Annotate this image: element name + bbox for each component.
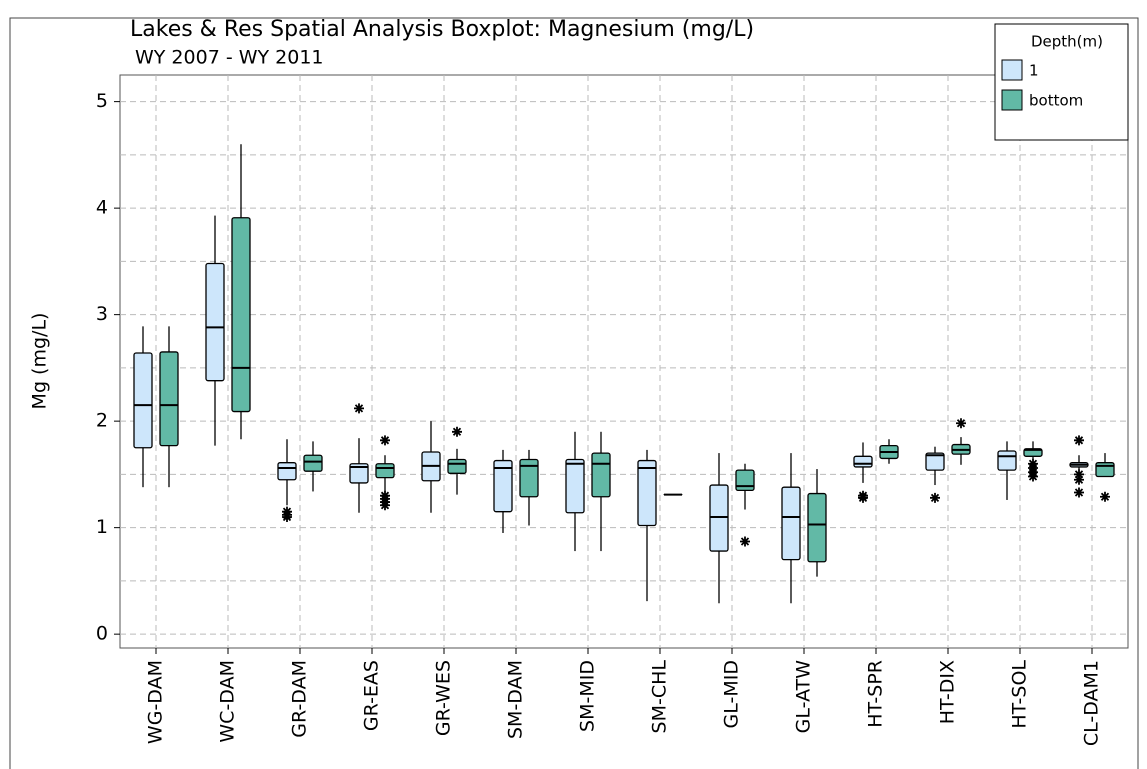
box [781, 486, 801, 561]
box [591, 452, 611, 498]
x-tick-label: GL-ATW [793, 660, 815, 734]
y-tick-label: 1 [96, 516, 108, 538]
box [375, 463, 395, 479]
outlier [740, 536, 750, 547]
legend-label: 1 [1029, 62, 1039, 80]
outlier [1074, 474, 1084, 485]
box [925, 452, 945, 471]
outlier [452, 426, 462, 437]
outlier [354, 403, 364, 414]
legend-title: Depth(m) [1031, 33, 1103, 51]
box [349, 463, 369, 484]
legend-label: bottom [1029, 92, 1083, 110]
y-axis-label: Mg (mg/L) [29, 313, 51, 410]
x-tick-label: GR-EAS [361, 660, 383, 731]
x-tick-label: GL-MID [721, 660, 743, 728]
box [637, 459, 657, 527]
outlier [858, 492, 868, 503]
x-tick-label: HT-SOL [1009, 660, 1031, 729]
box [133, 352, 153, 449]
chart-subtitle: WY 2007 - WY 2011 [135, 47, 324, 69]
box [1095, 462, 1115, 478]
x-tick-label: HT-DIX [937, 660, 959, 724]
outlier [930, 492, 940, 503]
outlier [1074, 487, 1084, 498]
box [205, 262, 225, 382]
legend-box [994, 23, 1129, 141]
outlier [956, 418, 966, 429]
box [853, 455, 873, 468]
x-tick-label: WC-DAM [217, 660, 239, 743]
box [997, 450, 1017, 471]
y-tick-label: 2 [96, 410, 108, 432]
chart-title: Lakes & Res Spatial Analysis Boxplot: Ma… [130, 17, 754, 42]
box [735, 469, 755, 492]
box [565, 458, 585, 514]
box [303, 454, 323, 472]
legend-swatch [1001, 59, 1023, 81]
outlier [1074, 435, 1084, 446]
y-tick-label: 0 [96, 623, 108, 645]
x-tick-label: GR-WES [433, 660, 455, 736]
box [277, 462, 297, 481]
outlier [380, 500, 390, 511]
outlier [380, 435, 390, 446]
outlier [282, 511, 292, 522]
box [807, 492, 827, 563]
x-tick-label: HT-SPR [865, 660, 887, 728]
outlier [1074, 469, 1084, 480]
x-tick-label: CL-DAM1 [1081, 660, 1103, 746]
box [447, 458, 467, 474]
x-tick-label: GR-DAM [289, 660, 311, 738]
y-tick-label: 3 [96, 303, 108, 325]
outlier [1100, 491, 1110, 502]
box [159, 351, 179, 447]
box [709, 484, 729, 552]
y-tick-label: 5 [96, 90, 108, 112]
legend-swatch [1001, 89, 1023, 111]
box [519, 458, 539, 498]
x-tick-label: SM-MID [577, 660, 599, 732]
outlier [1028, 471, 1038, 482]
plot-area [119, 74, 1129, 649]
x-tick-label: SM-CHL [649, 660, 671, 734]
box [231, 217, 251, 413]
x-tick-label: WG-DAM [145, 660, 167, 744]
box [493, 459, 513, 513]
y-tick-label: 4 [96, 197, 108, 219]
x-tick-label: SM-DAM [505, 660, 527, 739]
